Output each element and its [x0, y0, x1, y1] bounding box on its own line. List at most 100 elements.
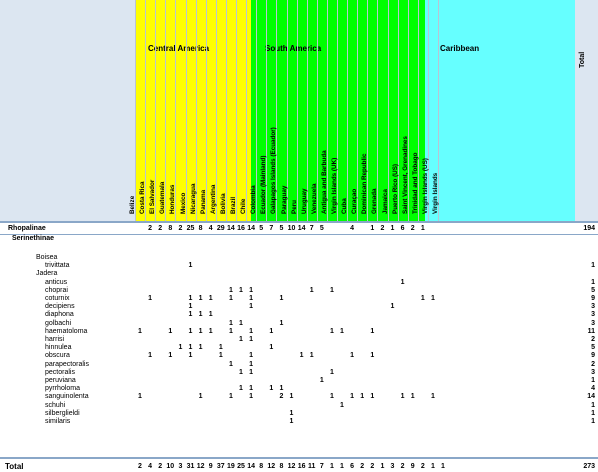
total-value: 11: [307, 463, 316, 470]
rhopalinae-value: 10: [287, 225, 296, 232]
species-total: 1: [591, 278, 595, 286]
rhopalinae-value: 1: [370, 225, 375, 232]
total-value: 2: [420, 463, 425, 470]
species-total: 1: [591, 418, 595, 425]
species-value: 1: [249, 327, 254, 335]
species-total: 2: [591, 360, 595, 368]
country-header: Cuba: [341, 198, 349, 214]
country-header: Bolivia: [219, 193, 227, 214]
species-value: 1: [410, 393, 415, 401]
column-separator: [286, 0, 288, 222]
species-value: 1: [208, 295, 213, 302]
column-separator: [135, 0, 136, 222]
species-value: 1: [198, 295, 203, 302]
species-name: parapectoralis: [45, 360, 89, 368]
column-separator: [215, 0, 217, 222]
total-header-cell: [575, 0, 598, 222]
species-name: trivittata: [45, 262, 70, 270]
rhopalinae-label: Rhopalinae: [8, 225, 46, 232]
species-value: 1: [279, 385, 284, 393]
species-value: 1: [350, 393, 355, 401]
country-header: Paraguay: [280, 185, 288, 214]
species-total: 3: [591, 311, 595, 319]
species-value: 1: [188, 295, 193, 302]
rhopalinae-value: 6: [400, 225, 405, 232]
species-total: 3: [591, 303, 595, 311]
column-separator: [155, 0, 157, 222]
species-value: 1: [239, 286, 243, 294]
species-value: 1: [370, 393, 375, 401]
species-value: 1: [188, 344, 193, 352]
country-header: Puerto Rico (US): [391, 163, 399, 214]
species-value: 1: [279, 295, 284, 302]
column-separator: [185, 0, 187, 222]
column-separator: [246, 0, 248, 222]
species-name: pyrrholoma: [45, 385, 81, 393]
region-central-america: Central America: [148, 44, 210, 53]
region-caribbean: Caribbean: [440, 44, 480, 53]
species-name: decipiens: [45, 303, 75, 311]
species-value: 1: [340, 327, 344, 335]
species-name: harrisi: [45, 336, 65, 343]
rhopalinae-value: 2: [410, 225, 415, 232]
country-header: Costa Rica: [139, 181, 147, 214]
species-value: 1: [188, 327, 193, 335]
rhopalinae-value: 5: [319, 225, 324, 232]
species-name: silberglieldi: [45, 409, 80, 417]
country-header: Argentina: [209, 184, 217, 214]
species-value: 1: [309, 286, 314, 294]
species-value: 1: [228, 319, 233, 327]
species-name: hinnulea: [45, 344, 72, 352]
total-value: 2: [400, 463, 405, 470]
country-header: Mexico: [179, 192, 187, 214]
species-name: sanguinolenta: [45, 393, 89, 401]
species-value: 1: [148, 352, 153, 360]
column-separator: [417, 0, 419, 222]
country-header: Chile: [240, 198, 248, 214]
species-value: 1: [249, 295, 254, 302]
rhopalinae-value: 7: [269, 225, 274, 232]
species-value: 1: [319, 377, 324, 384]
species-value: 1: [249, 360, 254, 368]
species-total: 11: [587, 327, 595, 335]
rhopalinae-divider: [0, 234, 598, 235]
species-value: 1: [239, 336, 243, 343]
grand-total: 273: [583, 463, 595, 470]
rhopalinae-value: 29: [216, 225, 225, 232]
country-header: Nicaragua: [189, 183, 197, 214]
column-separator: [256, 0, 258, 222]
total-value: 2: [138, 463, 142, 470]
country-header: Brazil: [230, 196, 237, 214]
species-total: 5: [591, 286, 595, 294]
rhopalinae-value: 2: [158, 225, 163, 232]
rhopalinae-value: 25: [186, 225, 195, 232]
country-header: Belize: [129, 195, 136, 214]
rhopalinae-value: 8: [198, 225, 203, 232]
column-separator: [165, 0, 167, 222]
species-total: 14: [587, 393, 595, 401]
species-value: 1: [188, 311, 193, 319]
species-value: 1: [249, 336, 254, 343]
column-separator: [236, 0, 237, 222]
species-total: 3: [591, 319, 595, 327]
species-value: 1: [168, 352, 173, 360]
species-value: 1: [198, 327, 203, 335]
country-header: Saint Vincent, Grenadines: [401, 136, 409, 214]
species-name: haematoloma: [45, 327, 88, 335]
central-america-band: [135, 0, 251, 222]
species-value: 1: [329, 286, 334, 294]
total-value: 14: [247, 463, 255, 470]
region-south-america: South America: [265, 44, 322, 53]
total-value: 8: [279, 463, 284, 470]
species-name: pectoralis: [45, 368, 75, 376]
species-value: 1: [198, 311, 203, 319]
species-name: choprai: [45, 286, 68, 294]
species-value: 1: [138, 393, 142, 401]
species-value: 1: [269, 327, 274, 335]
species-total: 3: [591, 368, 595, 376]
species-value: 1: [329, 368, 334, 376]
country-header: Virgin Islands (UK): [331, 157, 338, 214]
total-value: 2: [158, 463, 163, 470]
total-value: 1: [430, 463, 435, 470]
column-separator: [266, 0, 268, 222]
